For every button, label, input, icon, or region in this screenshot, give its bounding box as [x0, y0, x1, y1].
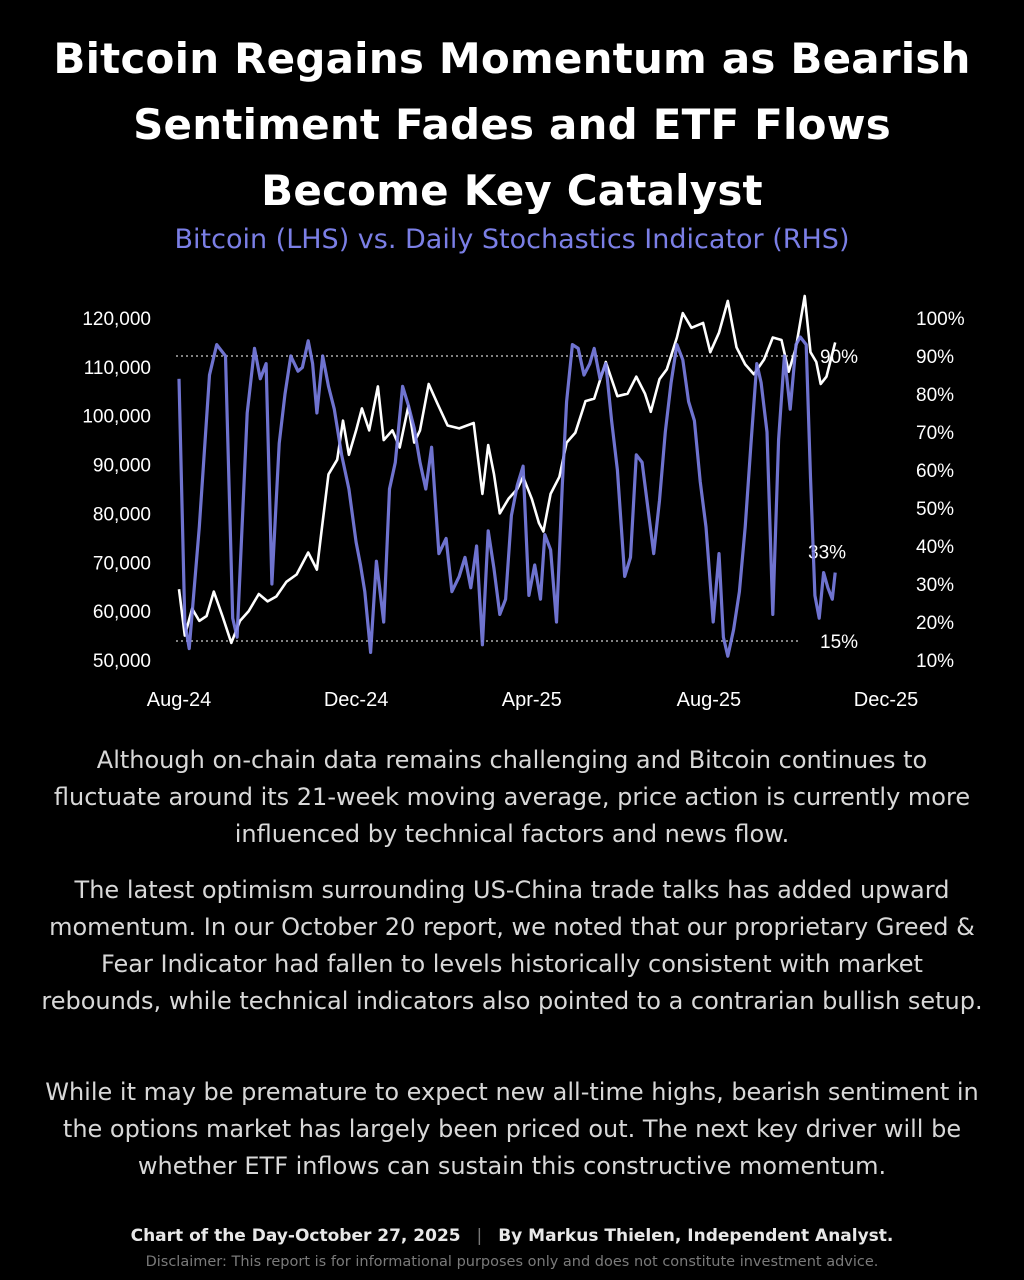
chart: 90% 15% 33% 120,000 110,000 100,000 90,000 80,0… — [82, 294, 965, 711]
reference-label-90pct: 90% — [820, 347, 858, 368]
y-left-tick-label: 90,000 — [93, 456, 151, 477]
y-right-tick-label: 30% — [916, 575, 954, 596]
y-right-tick-label: 100% — [916, 309, 965, 330]
x-tick-label: Dec-25 — [854, 689, 918, 711]
footer-separator: | — [476, 1226, 483, 1246]
reference-label-15pct: 15% — [820, 632, 858, 653]
x-tick-label: Apr-25 — [502, 689, 562, 711]
y-right-tick-label: 70% — [916, 423, 954, 444]
footer-author: By Markus Thielen, Independent Analyst. — [498, 1226, 894, 1246]
y-left-tick-label: 120,000 — [82, 309, 151, 330]
y-right-tick-label: 60% — [916, 461, 954, 482]
y-right-tick-label: 90% — [916, 347, 954, 368]
y-right-tick-label: 10% — [916, 651, 954, 672]
x-tick-label: Aug-24 — [147, 689, 212, 711]
stochastics-line — [177, 335, 837, 658]
footer: Chart of the Day-October 27, 2025 | By M… — [0, 1226, 1024, 1246]
y-left-tick-label: 80,000 — [93, 504, 151, 525]
paragraph-2: The latest optimism surrounding US-China… — [41, 876, 983, 1015]
title-line-2: Sentiment Fades and ETF Flows — [133, 100, 891, 149]
y-left-tick-label: 110,000 — [84, 358, 151, 379]
latest-value-label: 33% — [808, 543, 846, 564]
paragraph-3: While it may be premature to expect new … — [45, 1078, 979, 1180]
disclaimer: Disclaimer: This report is for informati… — [145, 1254, 879, 1270]
title-line-3: Become Key Catalyst — [261, 166, 763, 215]
chart-title: Bitcoin (LHS) vs. Daily Stochastics Indi… — [174, 224, 850, 255]
y-right-tick-label: 50% — [916, 499, 954, 520]
footer-date: Chart of the Day-October 27, 2025 — [130, 1226, 461, 1246]
y-right-tick-label: 20% — [916, 613, 954, 634]
y-right-tick-label: 80% — [916, 385, 954, 406]
title-line-1: Bitcoin Regains Momentum as Bearish — [53, 34, 971, 83]
y-right-tick-label: 40% — [916, 537, 954, 558]
bitcoin-price-line — [177, 294, 837, 645]
x-tick-label: Dec-24 — [324, 689, 388, 711]
y-left-tick-label: 70,000 — [93, 553, 151, 574]
page-title: Bitcoin Regains Momentum as Bearish Sent… — [0, 26, 1024, 224]
paragraph-1: Although on-chain data remains challengi… — [53, 746, 971, 848]
x-tick-label: Aug-25 — [677, 689, 742, 711]
y-left-tick-label: 100,000 — [82, 407, 151, 428]
y-left-tick-label: 50,000 — [93, 651, 151, 672]
y-left-tick-label: 60,000 — [93, 602, 151, 623]
